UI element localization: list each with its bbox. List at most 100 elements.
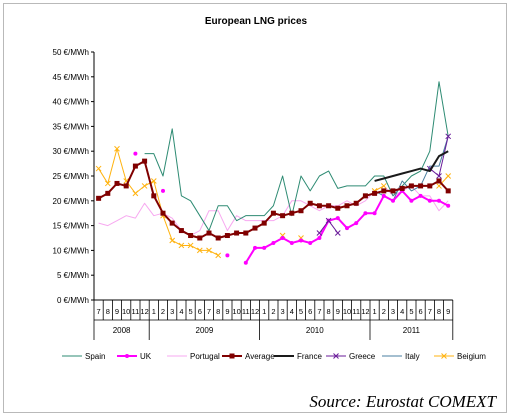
year-label: 2010	[306, 326, 324, 335]
data-point-average	[289, 210, 295, 216]
data-point-average	[142, 158, 148, 164]
data-point-average	[252, 225, 258, 231]
data-point-greece	[436, 173, 442, 179]
data-point-beigium	[380, 183, 387, 189]
data-point-uk	[289, 240, 294, 245]
month-label: 6	[419, 307, 423, 316]
month-label: 8	[327, 307, 331, 316]
data-point-greece	[325, 217, 332, 224]
month-label: 3	[281, 307, 285, 316]
legend-label-beigium: Beigium	[457, 352, 486, 361]
month-label: 2	[161, 307, 165, 316]
month-label: 10	[122, 307, 130, 316]
y-tick-label: 25 €/MWh	[53, 172, 89, 181]
data-point-beigium	[196, 247, 203, 254]
month-label: 6	[308, 307, 312, 316]
month-label: 9	[446, 307, 450, 316]
data-point-average	[353, 200, 359, 206]
month-label: 12	[251, 307, 259, 316]
series-uk	[133, 151, 451, 265]
month-label: 10	[343, 307, 351, 316]
series-average	[96, 158, 451, 241]
data-point-average	[178, 228, 184, 234]
legend-item-greece: Greece	[326, 352, 376, 361]
month-label: 3	[170, 307, 174, 316]
legend-marker-beigium	[441, 353, 447, 359]
y-tick-label: 5 €/MWh	[57, 271, 89, 280]
data-point-average	[307, 200, 313, 206]
legend-label-france: France	[297, 352, 322, 361]
data-point-greece	[445, 133, 452, 140]
month-label: 2	[271, 307, 275, 316]
series-portugal	[98, 185, 449, 237]
data-point-uk	[243, 260, 248, 265]
data-point-beigium	[95, 165, 102, 172]
data-point-uk	[299, 238, 303, 243]
y-tick-label: 30 €/MWh	[53, 147, 89, 156]
data-point-average	[408, 183, 414, 189]
month-label: 8	[106, 307, 110, 316]
data-point-average	[197, 235, 203, 241]
data-point-uk	[253, 245, 257, 250]
data-point-beigium	[436, 183, 442, 189]
legend-item-beigium: Beigium	[434, 352, 486, 361]
data-point-uk	[418, 193, 423, 198]
month-label: 9	[336, 307, 340, 316]
y-tick-label: 45 €/MWh	[53, 73, 89, 82]
data-point-average	[280, 213, 286, 219]
month-label: 11	[242, 307, 250, 316]
data-point-uk	[280, 236, 285, 240]
month-label: 7	[207, 307, 211, 316]
data-point-average	[188, 233, 194, 239]
data-point-uk	[446, 203, 451, 208]
year-label: 2008	[113, 326, 131, 335]
source-note: Source: Eurostat COMEXT	[309, 392, 496, 411]
data-point-beigium	[215, 252, 222, 259]
data-point-average	[298, 208, 304, 214]
data-point-average	[105, 190, 111, 196]
data-point-average	[114, 180, 120, 186]
data-point-uk	[363, 211, 368, 216]
month-label: 7	[317, 307, 321, 316]
data-point-average	[234, 230, 240, 236]
data-point-average	[270, 210, 276, 216]
month-label: 2	[382, 307, 386, 316]
series-line-france	[374, 150, 449, 182]
legend-label-average: Average	[245, 352, 275, 361]
legend-marker-average	[229, 353, 235, 359]
y-tick-label: 20 €/MWh	[53, 197, 89, 206]
legend-marker-greece	[333, 353, 339, 359]
legend-item-average: Average	[222, 352, 275, 361]
data-point-uk	[161, 188, 165, 193]
legend-item-france: France	[274, 352, 322, 361]
data-point-average	[418, 183, 424, 189]
data-point-average	[335, 205, 341, 211]
series-line-spain	[144, 81, 449, 232]
data-point-beigium	[206, 247, 212, 254]
y-tick-label: 50 €/MWh	[53, 48, 89, 57]
series-spain	[144, 81, 449, 232]
legend-item-portugal: Portugal	[167, 352, 220, 361]
data-point-average	[326, 203, 332, 209]
data-point-average	[169, 220, 175, 226]
month-label: 5	[189, 307, 193, 316]
data-point-uk	[409, 198, 414, 203]
data-point-beigium	[132, 190, 139, 197]
legend-label-spain: Spain	[85, 352, 105, 361]
data-point-beigium	[104, 180, 111, 187]
data-point-average	[344, 203, 350, 209]
data-point-average	[436, 178, 442, 184]
data-point-uk	[381, 193, 386, 198]
month-label: 1	[373, 307, 377, 316]
data-point-average	[123, 183, 129, 189]
month-label: 4	[179, 307, 183, 316]
data-point-average	[427, 183, 433, 189]
data-point-uk	[271, 240, 276, 245]
chart-title: European LNG prices	[205, 16, 308, 27]
year-label: 2009	[196, 326, 214, 335]
data-point-beigium	[141, 183, 148, 189]
chart-frame	[3, 3, 507, 413]
data-point-uk	[427, 198, 432, 203]
year-label: 2011	[403, 326, 421, 335]
data-point-beigium	[187, 242, 194, 249]
